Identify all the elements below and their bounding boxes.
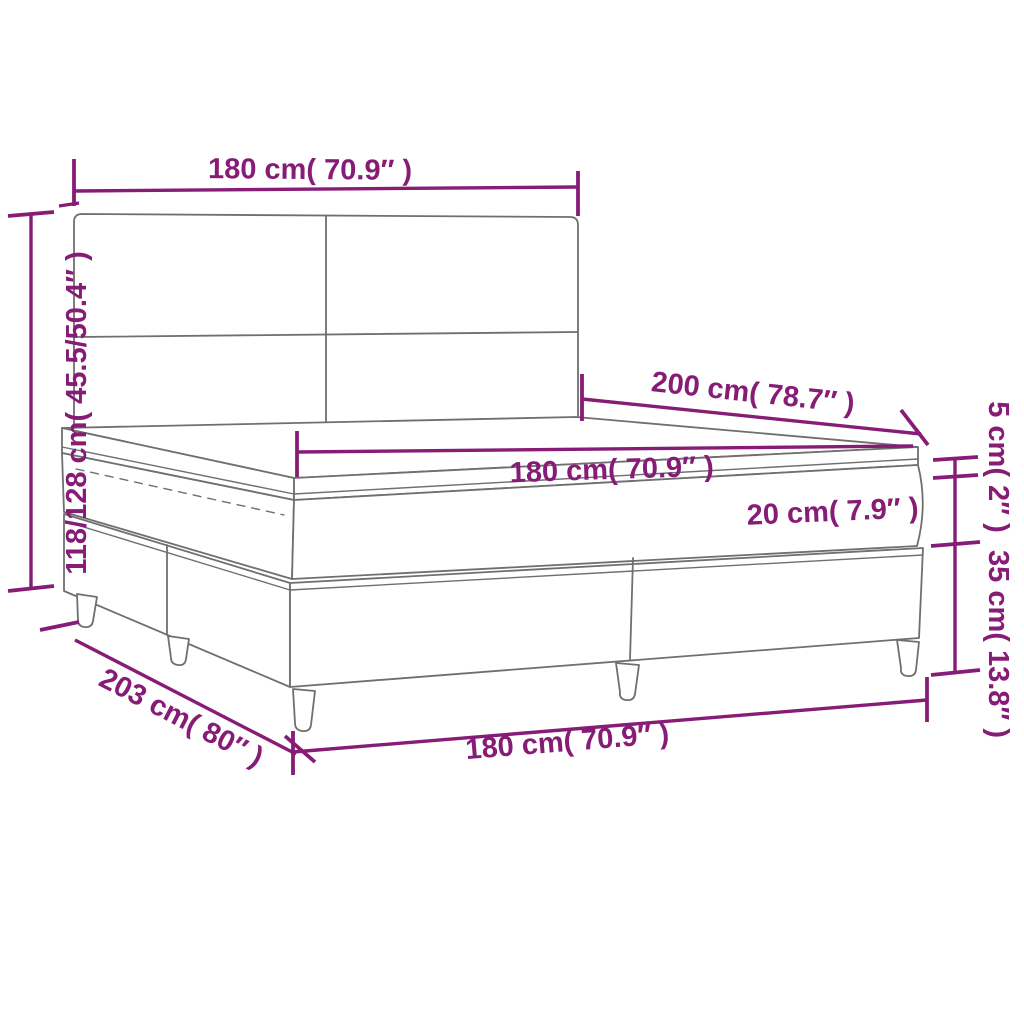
label-total-height: 118/128 cm( 45.5/50.4″ ) [61,251,93,574]
base-front-face [289,547,924,688]
dim-mattress-width [295,431,914,477]
box-spring-base [63,513,924,688]
mattress-stitch-line [75,468,285,516]
dim-total-length [39,620,317,764]
base-piping-line [63,520,924,591]
base-front-divider [629,557,634,661]
bed-leg [292,688,316,733]
label-bed-length: 200 cm( 78.7″ ) [650,366,856,420]
mattress-topper [61,416,919,501]
dim-bed-length [580,374,930,447]
bed-leg [76,593,98,629]
dim-total-height [7,210,55,593]
label-mattress-height: 20 cm( 7.9″ ) [746,492,919,531]
mattress [61,452,924,580]
label-base-height: 35 cm( 13.8″ ) [982,550,1014,738]
dim-headboard-width [58,159,580,216]
label-headboard-width: 180 cm( 70.9″ ) [208,153,412,187]
label-base-width: 180 cm( 70.9″ ) [464,718,670,766]
label-topper-height: 5 cm( 2″ ) [982,401,1014,533]
bed-leg [896,639,920,678]
headboard [73,213,579,433]
mattress-front-face [291,464,924,580]
bed-leg [167,635,190,667]
bed-leg [615,662,640,702]
topper-seam-line [61,446,919,495]
label-total-length: 203 cm( 80″ ) [94,662,268,773]
dim-base-width [291,677,929,775]
label-mattress-width: 180 cm( 70.9″ ) [509,451,714,489]
bed-legs [76,593,920,733]
dim-right-heights [930,455,981,677]
